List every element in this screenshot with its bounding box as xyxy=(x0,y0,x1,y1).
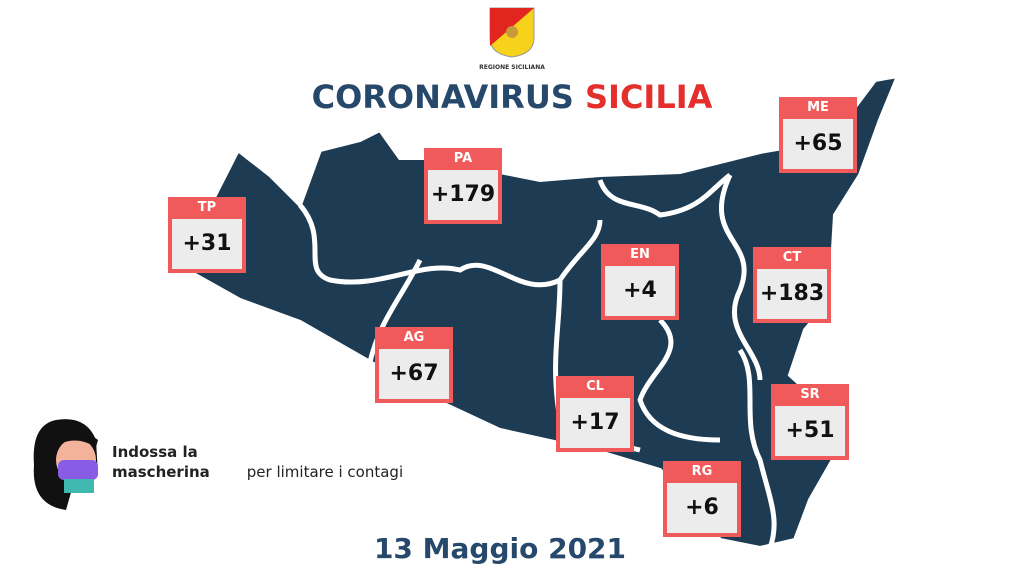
mask-message-rest: per limitare i contagi xyxy=(246,463,404,481)
province-value: +67 xyxy=(379,349,449,399)
province-value: +4 xyxy=(605,266,675,316)
province-value: +179 xyxy=(428,170,498,220)
province-box-ag: AG +67 xyxy=(375,327,453,403)
province-code: EN xyxy=(630,247,650,262)
province-box-en: EN +4 xyxy=(601,244,679,320)
province-box-rg: RG +6 xyxy=(663,461,741,537)
logo-text: REGIONE SICILIANA xyxy=(479,64,545,71)
mask-message-bold: Indossa la mascherina xyxy=(112,443,210,481)
province-value: +51 xyxy=(775,406,845,456)
title-coronavirus: CORONAVIRUS xyxy=(311,78,574,116)
province-box-pa: PA +179 xyxy=(424,148,502,224)
report-date: 13 Maggio 2021 xyxy=(373,532,627,565)
province-code: SR xyxy=(800,387,820,402)
province-box-sr: SR +51 xyxy=(771,384,849,460)
province-code: ME xyxy=(807,100,829,115)
province-box-me: ME +65 xyxy=(779,97,857,173)
province-code: CL xyxy=(586,379,604,394)
province-code: TP xyxy=(197,200,217,215)
page-title: CORONAVIRUS SICILIA xyxy=(0,78,1024,116)
title-sicilia: SICILIA xyxy=(584,78,713,116)
masked-woman-icon xyxy=(33,419,98,510)
province-box-ct: CT +183 xyxy=(753,247,831,323)
trinacria-shield-icon xyxy=(489,7,535,58)
province-value: +183 xyxy=(757,269,827,319)
province-box-tp: TP +31 xyxy=(168,197,246,273)
regione-siciliana-logo: REGIONE SICILIANA xyxy=(479,6,545,71)
province-value: +6 xyxy=(667,483,737,533)
province-code: PA xyxy=(453,151,473,166)
province-value: +31 xyxy=(172,219,242,269)
mask-message: Indossa la mascherina per limitare i con… xyxy=(112,442,403,482)
province-code: CT xyxy=(782,250,802,265)
province-code: RG xyxy=(691,464,713,479)
province-code: AG xyxy=(403,330,425,345)
province-value: +65 xyxy=(783,119,853,169)
province-box-cl: CL +17 xyxy=(556,376,634,452)
province-value: +17 xyxy=(560,398,630,448)
